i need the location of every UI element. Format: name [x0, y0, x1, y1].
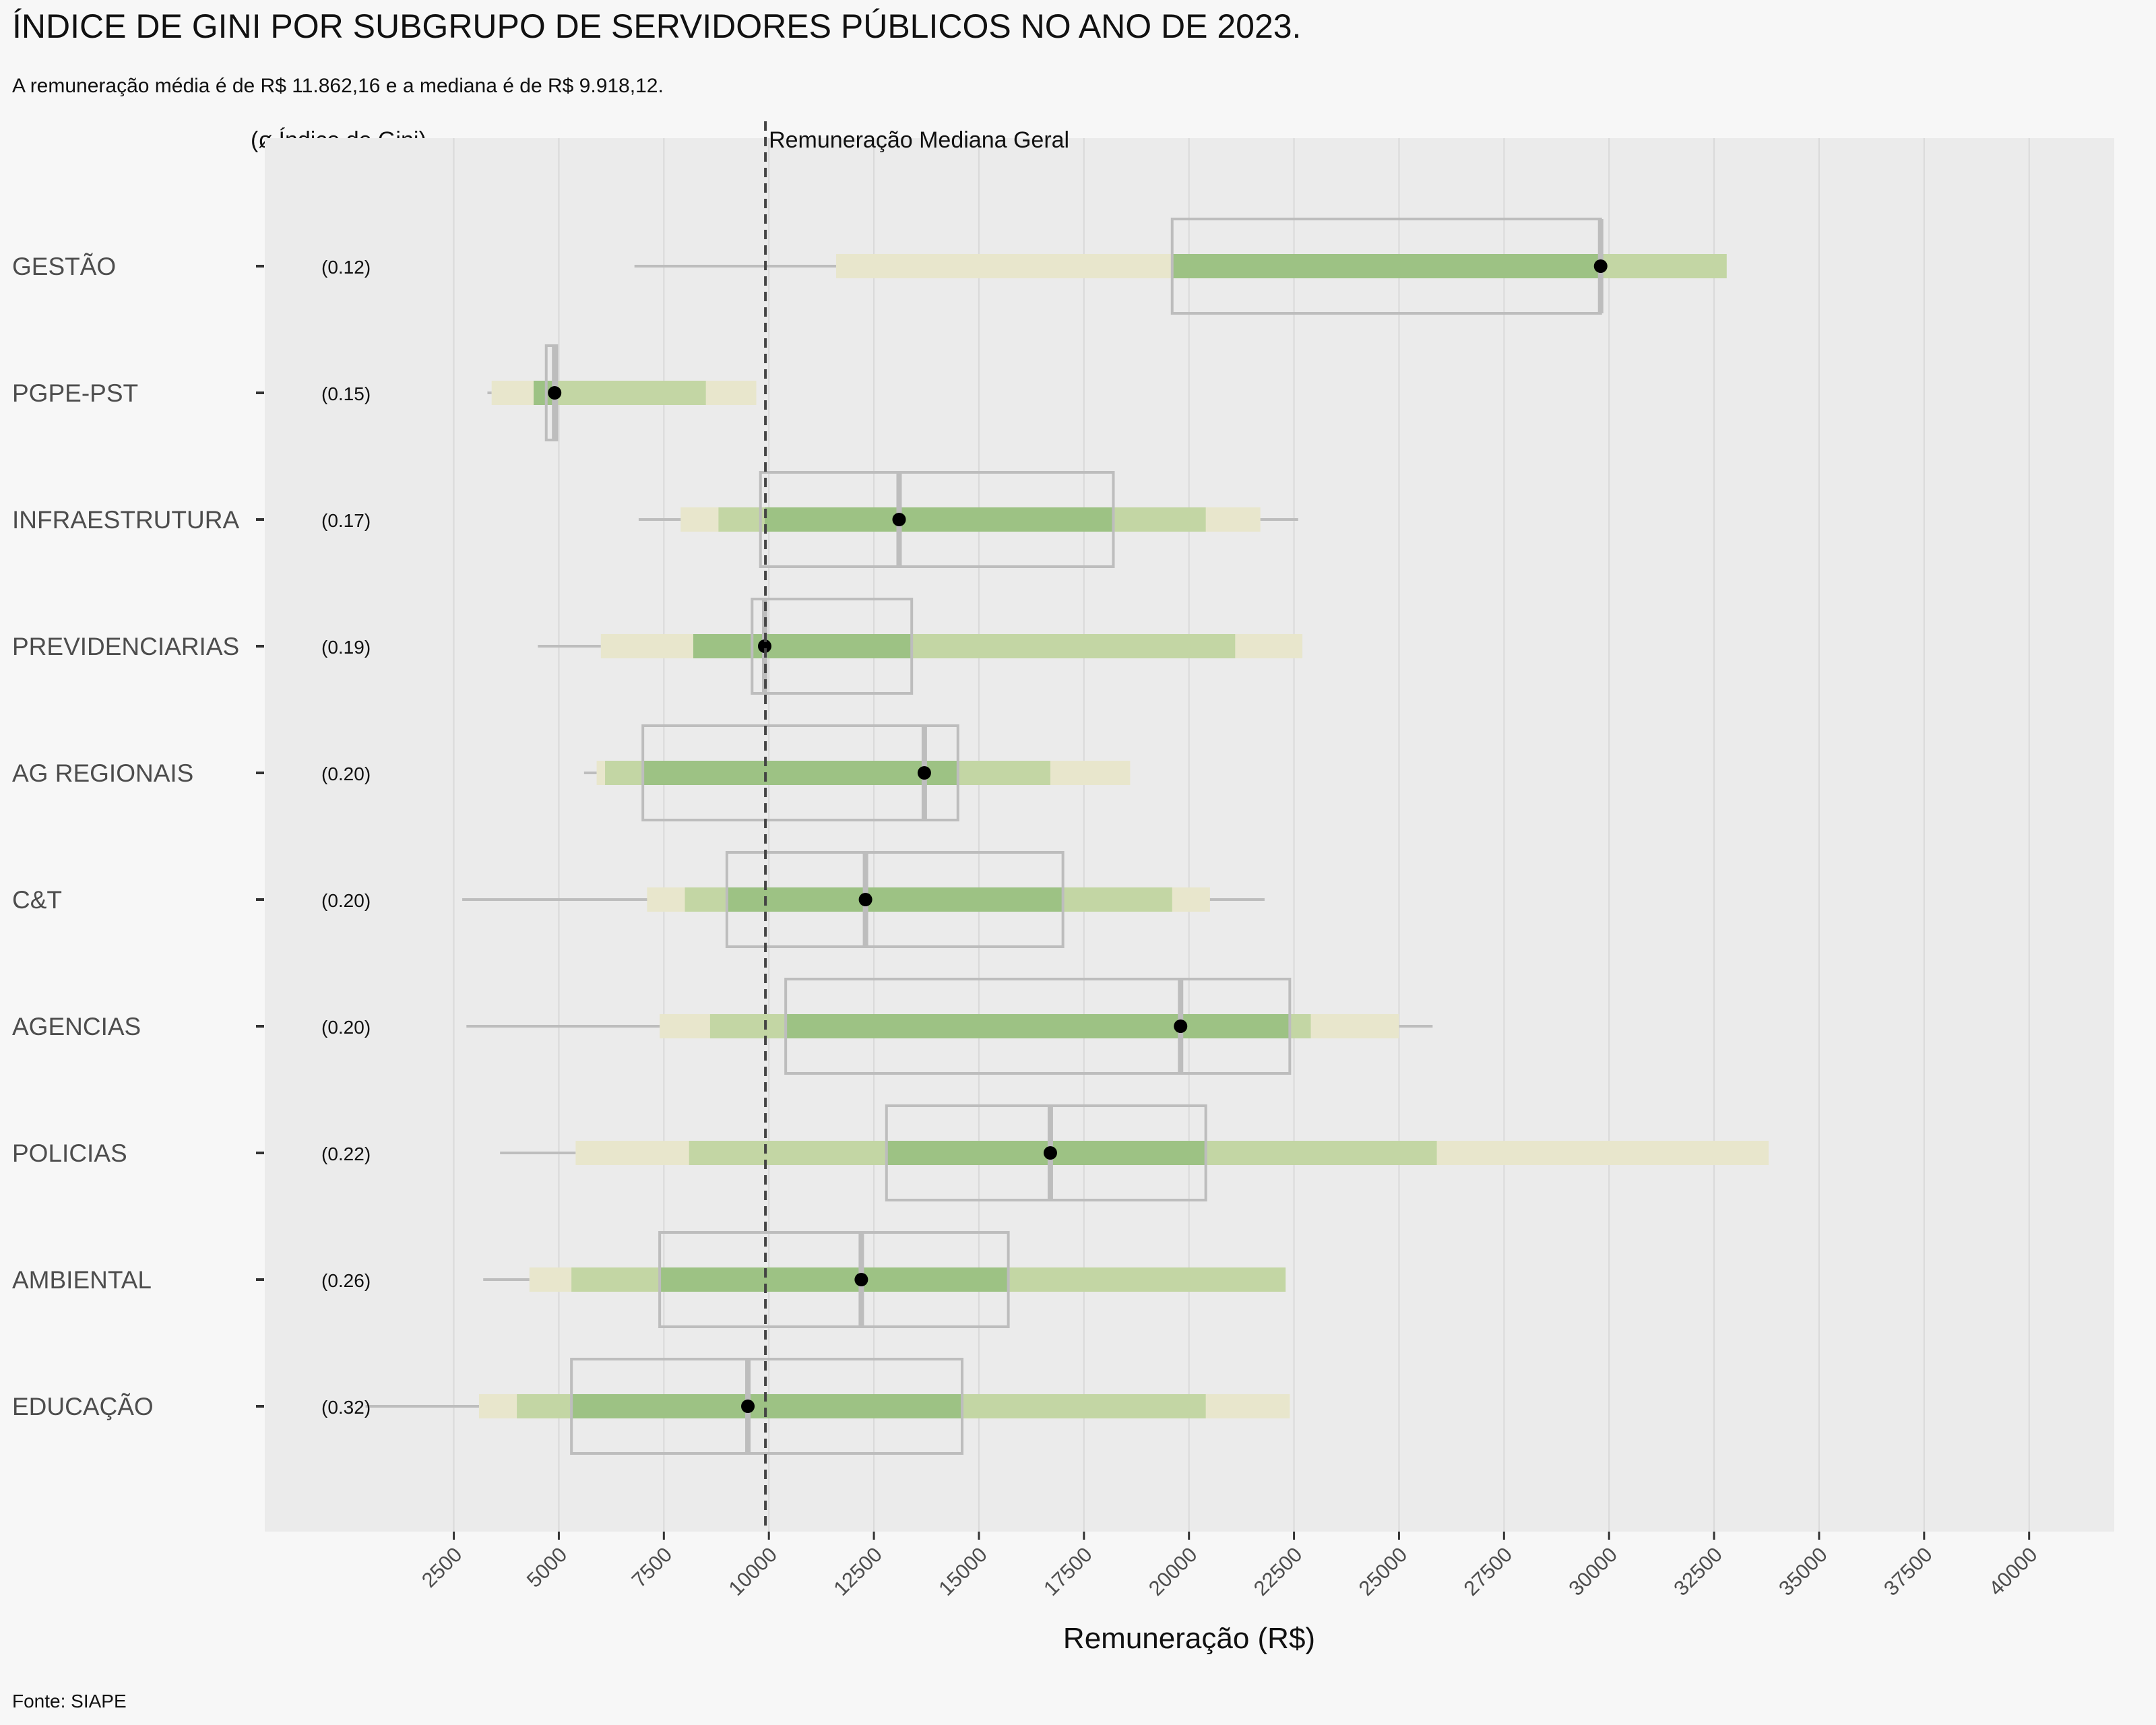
category-label: INFRAESTRUTURA	[12, 506, 239, 534]
category-label: AGENCIAS	[12, 1013, 141, 1040]
gini-value: (0.26)	[321, 1270, 371, 1291]
gini-value: (0.20)	[321, 890, 371, 911]
category-label: PREVIDENCIARIAS	[12, 633, 239, 660]
group-agencias	[466, 978, 1433, 1075]
median-point	[741, 1400, 755, 1413]
group-policias	[500, 1104, 1769, 1201]
gini-value: (0.19)	[321, 637, 371, 658]
x-tick-label: 35000	[1774, 1542, 1832, 1600]
chart-subtitle: A remuneração média é de R$ 11.862,16 e …	[12, 75, 664, 97]
median-point	[858, 893, 873, 906]
group-pgpe-pst	[487, 344, 757, 441]
category-label: AMBIENTAL	[12, 1266, 152, 1294]
band-inner	[1172, 254, 1601, 278]
x-tick-label: 22500	[1249, 1542, 1307, 1600]
reference-layer: Remuneração Mediana Geral	[764, 121, 1069, 1532]
box	[759, 471, 1115, 568]
gini-value: (0.22)	[321, 1143, 371, 1164]
x-tick-label: 10000	[724, 1542, 782, 1600]
band-inner	[786, 1014, 1290, 1038]
x-axis-label: Remuneração (R$)	[1063, 1622, 1315, 1655]
group-educa-o	[365, 1358, 1290, 1455]
median-point	[1174, 1020, 1188, 1033]
gini-value: (0.32)	[321, 1397, 371, 1418]
x-tick-label: 30000	[1564, 1542, 1622, 1600]
median-point	[757, 639, 771, 653]
box	[751, 598, 914, 695]
category-label: GESTÃO	[12, 253, 116, 280]
group-c-t	[462, 851, 1265, 948]
median-point	[854, 1273, 868, 1286]
category-label: EDUCAÇÃO	[12, 1393, 154, 1420]
gini-value: (0.15)	[321, 383, 371, 404]
group-ambiental	[483, 1231, 1286, 1328]
x-tick-label: 5000	[522, 1542, 572, 1592]
x-tick-label: 17500	[1039, 1542, 1097, 1600]
data-layer	[365, 218, 1769, 1455]
x-tick-label: 15000	[934, 1542, 992, 1600]
band-inner	[693, 634, 912, 658]
band-inner	[764, 507, 1114, 532]
box	[885, 1104, 1207, 1201]
x-tick-label: 7500	[627, 1542, 677, 1592]
x-tick-label: 2500	[417, 1542, 467, 1592]
box	[784, 978, 1292, 1075]
box	[658, 1231, 1010, 1328]
box	[570, 1358, 964, 1455]
box	[725, 851, 1065, 948]
grid-lines	[453, 138, 2030, 1532]
group-gest-o	[634, 218, 1727, 315]
box	[641, 724, 959, 821]
median-point	[892, 513, 906, 526]
reference-label: Remuneração Mediana Geral	[769, 127, 1069, 153]
median-point	[917, 766, 931, 780]
group-previdenciarias	[538, 598, 1303, 695]
category-label: AG REGIONAIS	[12, 759, 193, 787]
group-infraestrutura	[638, 471, 1298, 568]
source-note: Fonte: SIAPE	[12, 1691, 127, 1712]
band-mid	[534, 381, 706, 405]
group-ag-regionais	[583, 724, 1131, 821]
gini-value: (0.20)	[321, 1017, 371, 1038]
x-tick-label: 12500	[829, 1542, 887, 1600]
x-tick-label: 20000	[1144, 1542, 1202, 1600]
category-label: C&T	[12, 886, 62, 914]
band-inner	[660, 1267, 1009, 1292]
band-inner	[726, 887, 1063, 912]
median-point	[1043, 1146, 1057, 1160]
chart-title: ÍNDICE DE GINI POR SUBGRUPO DE SERVIDORE…	[12, 7, 1301, 45]
category-label: POLICIAS	[12, 1139, 127, 1167]
x-tick-label: 40000	[1984, 1542, 2042, 1600]
x-tick-label: 25000	[1354, 1542, 1412, 1600]
median-point	[548, 386, 562, 400]
gini-value: (0.12)	[321, 257, 371, 278]
category-label: PGPE-PST	[12, 379, 138, 407]
gini-value: (0.20)	[321, 763, 371, 784]
gini-value: (0.17)	[321, 510, 371, 531]
x-tick-label: 37500	[1879, 1542, 1937, 1600]
median-point	[1593, 259, 1608, 273]
band-inner	[643, 761, 958, 785]
x-tick-label: 32500	[1669, 1542, 1727, 1600]
x-tick-label: 27500	[1459, 1542, 1517, 1600]
